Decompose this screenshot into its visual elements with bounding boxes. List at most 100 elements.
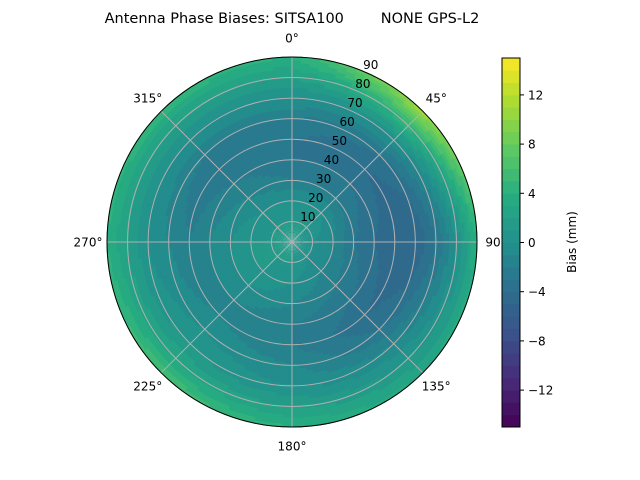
contour-cell: [308, 226, 313, 230]
contour-cell: [297, 214, 300, 219]
contour-cell: [368, 249, 373, 255]
contour-cell: [291, 142, 298, 147]
contour-cell: [299, 84, 310, 89]
contour-cell: [433, 135, 443, 148]
contour-cell: [291, 173, 296, 178]
contour-cell: [360, 83, 372, 92]
contour-cell: [332, 272, 338, 278]
contour-cell: [453, 157, 462, 169]
contour-cell: [296, 230, 299, 235]
contour-cell: [297, 239, 302, 241]
contour-cell: [346, 68, 359, 76]
contour-cell: [420, 110, 431, 121]
contour-cell: [313, 239, 317, 241]
contour-cell: [295, 233, 298, 237]
contour-cell: [298, 242, 302, 244]
contour-cell: [301, 227, 305, 231]
contour-cell: [383, 204, 390, 212]
contour-cell: [301, 242, 305, 244]
contour-cell: [311, 230, 315, 234]
contour-cell: [435, 316, 444, 328]
contour-cell: [432, 296, 440, 307]
contour-cell: [354, 74, 366, 82]
contour-cell: [293, 232, 296, 237]
contour-cell: [313, 227, 318, 231]
contour-cell: [389, 202, 396, 211]
contour-cell: [455, 295, 463, 308]
contour-cell: [398, 185, 406, 194]
contour-cell: [402, 247, 407, 255]
contour-cell: [385, 209, 391, 217]
contour-cell: [464, 288, 472, 301]
contour-cell: [320, 252, 325, 257]
contour-cell: [401, 183, 409, 193]
contour-cell: [418, 283, 425, 293]
contour-cell: [299, 225, 303, 230]
contour-cell: [450, 179, 457, 191]
contour-cell: [306, 223, 310, 227]
contour-cell: [297, 186, 301, 191]
contour-cell: [337, 65, 350, 73]
contour-cell: [317, 250, 322, 254]
contour-cell: [432, 194, 439, 205]
contour-cell: [436, 145, 445, 157]
contour-cell: [439, 225, 444, 235]
contour-cell: [424, 293, 431, 304]
contour-cell: [436, 134, 446, 146]
contour-cell: [295, 167, 301, 172]
contour-cell: [307, 256, 311, 260]
contour-cell: [411, 170, 420, 180]
contour-cell: [434, 306, 442, 318]
contour-cell: [436, 225, 441, 236]
contour-cell: [447, 292, 454, 304]
contour-cell: [423, 248, 428, 257]
contour-cell: [362, 230, 366, 235]
contour-cell: [291, 99, 301, 104]
contour-cell: [355, 227, 360, 233]
contour-cell: [327, 127, 336, 133]
contour-cell: [435, 193, 442, 204]
contour-cell: [431, 335, 441, 347]
contour-cell: [406, 146, 415, 156]
contour-cell: [297, 127, 305, 132]
contour-cell: [450, 188, 457, 200]
contour-cell: [415, 358, 426, 370]
contour-cell: [338, 114, 348, 122]
contour-cell: [310, 223, 314, 227]
contour-cell: [452, 197, 459, 209]
contour-cell: [417, 199, 424, 209]
contour-cell: [291, 155, 297, 159]
contour-cell: [441, 290, 449, 302]
contour-cell: [409, 171, 417, 181]
contour-cell: [305, 248, 310, 251]
contour-cell: [303, 245, 308, 247]
contour-cell: [307, 224, 311, 228]
contour-cell: [330, 118, 340, 125]
contour-cell: [299, 247, 303, 251]
contour-cell: [325, 237, 330, 241]
contour-cell: [343, 77, 355, 84]
contour-cell: [298, 218, 302, 222]
contour-cell: [436, 264, 442, 275]
contour-cell: [298, 112, 307, 117]
contour-cell: [350, 83, 362, 91]
contour-cell: [292, 235, 294, 239]
contour-cell: [392, 98, 404, 109]
contour-cell: [425, 130, 436, 142]
contour-cell: [317, 70, 329, 77]
contour-cell: [404, 182, 411, 192]
contour-cell: [429, 187, 437, 197]
contour-cell: [311, 255, 316, 259]
contour-cell: [429, 169, 437, 180]
contour-cell: [436, 241, 441, 251]
contour-cell: [337, 94, 349, 102]
contour-cell: [366, 90, 378, 99]
contour-cell: [426, 171, 434, 182]
contour-cell: [460, 204, 467, 216]
contour-cell: [404, 189, 411, 199]
contour-cell: [294, 242, 299, 245]
contour-cell: [420, 198, 427, 208]
contour-cell: [380, 231, 385, 238]
contour-cell: [421, 145, 430, 156]
contour-cell: [424, 353, 435, 365]
